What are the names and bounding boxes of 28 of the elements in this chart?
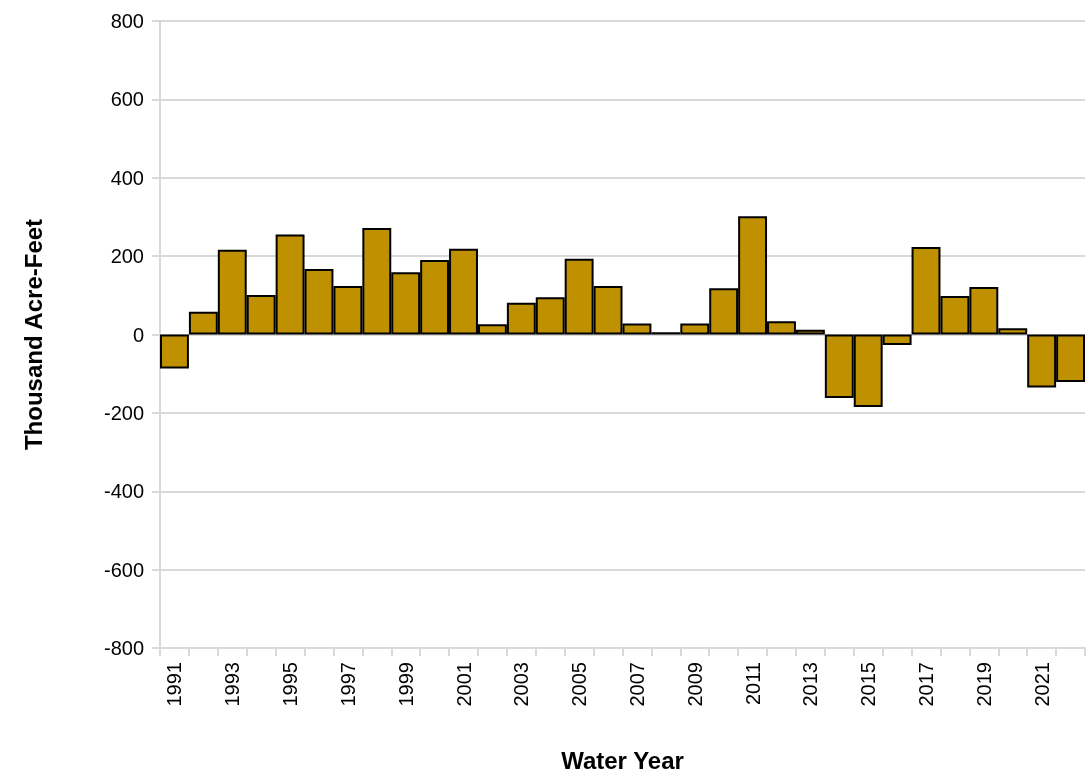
x-tick-label: 1999 <box>394 662 417 707</box>
x-tick-label: 2005 <box>568 662 591 707</box>
x-tick-label: 2013 <box>799 662 822 707</box>
y-tick-label: 600 <box>110 88 144 111</box>
x-tick-label: 2017 <box>915 662 938 707</box>
x-tick-label: 2001 <box>452 662 475 707</box>
y-tick-label: 200 <box>110 245 144 268</box>
x-tick-label: 2015 <box>857 662 880 707</box>
y-tick-label: -800 <box>103 637 144 659</box>
y-tick-label: 800 <box>110 10 144 32</box>
x-tick-label: 1991 <box>163 662 186 707</box>
y-tick-label: -200 <box>103 401 144 424</box>
x-tick-label: 2021 <box>1030 662 1053 707</box>
bar <box>160 334 189 369</box>
x-tick-label: 1993 <box>221 662 244 707</box>
x-tick-label: 2007 <box>625 662 648 707</box>
x-tick-label: 2019 <box>972 662 995 707</box>
y-tick-label: -600 <box>103 558 144 581</box>
x-tick-label: 2009 <box>683 662 706 707</box>
x-tick-label: 2011 <box>741 662 764 706</box>
y-tick-label: -400 <box>103 480 144 503</box>
y-tick-label: 0 <box>132 323 144 346</box>
x-axis-title: Water Year <box>561 746 684 774</box>
x-tick-label: 2003 <box>510 662 533 707</box>
y-tick-label: 400 <box>110 166 144 189</box>
y-axis-title: Thousand Acre-Feet <box>19 218 47 451</box>
x-tick-label: 1995 <box>279 662 302 707</box>
x-tick-label: 1997 <box>336 662 359 707</box>
